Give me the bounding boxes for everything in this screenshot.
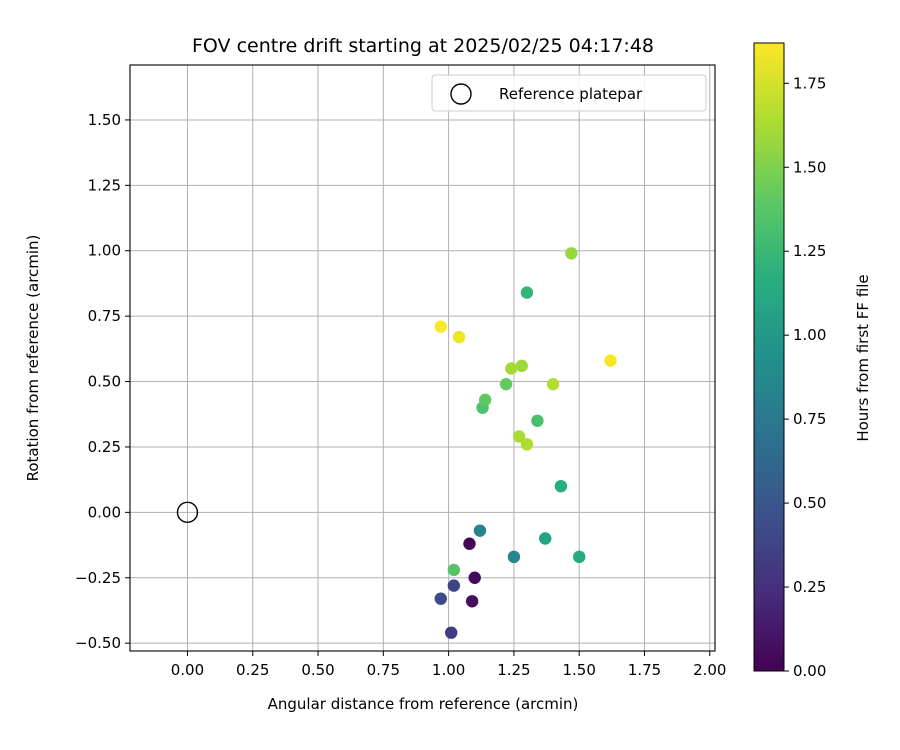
data-point (463, 537, 476, 550)
data-point (512, 430, 526, 443)
legend: Reference platepar (431, 74, 707, 112)
data-point (546, 377, 560, 391)
y-tick-label: −0.25 (75, 569, 121, 587)
legend-marker-icon (450, 83, 472, 105)
data-point (445, 626, 458, 639)
x-axis-label: Angular distance from reference (arcmin) (268, 695, 579, 713)
x-tick-label: 0.00 (171, 661, 204, 679)
y-axis-label: Rotation from reference (arcmin) (24, 235, 42, 482)
y-tick-label: 0.75 (88, 307, 121, 325)
data-point (452, 330, 466, 344)
reference-platepar-marker (176, 501, 199, 524)
colorbar-ticks: 0.00 0.25 0.50 0.75 1.00 1.25 1.50 1.75 (784, 74, 826, 680)
data-point (539, 532, 552, 545)
colorbar-tick-label: 0.00 (793, 662, 826, 680)
data-point (515, 359, 528, 373)
data-point (505, 362, 518, 375)
chart-title: FOV centre drift starting at 2025/02/25 … (192, 35, 654, 57)
y-tick-label: −0.50 (75, 634, 121, 652)
colorbar-tick-label: 1.50 (793, 158, 826, 176)
data-point (520, 438, 534, 451)
plot-frame (129, 64, 716, 652)
y-tick-label: 0.00 (88, 503, 121, 521)
data-point (473, 524, 487, 537)
data-point (478, 393, 492, 407)
colorbar-tick-label: 1.25 (793, 242, 826, 260)
x-tick-label: 0.50 (301, 661, 334, 679)
data-point (434, 592, 447, 605)
colorbar-label: Hours from first FF file (854, 274, 872, 441)
colorbar-tick-label: 0.25 (793, 578, 826, 596)
data-point (447, 563, 461, 577)
data-point (565, 247, 578, 260)
data-point (447, 579, 461, 592)
data-points (434, 247, 617, 639)
colorbar-tick-label: 0.75 (793, 410, 826, 428)
data-point (499, 377, 513, 391)
data-point (434, 320, 447, 333)
x-tick-label: 1.25 (497, 661, 530, 679)
data-point (465, 595, 479, 608)
x-tick-label: 0.75 (367, 661, 400, 679)
x-tick-label: 2.00 (693, 661, 726, 679)
y-axis-ticks: −0.50 −0.25 0.00 0.25 0.50 0.75 1.00 1.25 1.50 (75, 111, 130, 652)
data-point (572, 550, 586, 564)
data-point (507, 550, 521, 564)
data-point (604, 354, 617, 367)
data-point (468, 571, 481, 584)
y-tick-label: 0.25 (88, 438, 121, 456)
data-point (520, 286, 534, 299)
legend-box (431, 74, 707, 112)
y-tick-label: 1.25 (88, 176, 121, 194)
x-tick-label: 1.00 (432, 661, 465, 679)
colorbar-tick-label: 1.00 (793, 326, 826, 344)
x-axis-ticks: 0.00 0.25 0.50 0.75 1.00 1.25 1.50 1.75 2.00 (171, 651, 726, 679)
y-tick-label: 1.00 (88, 242, 121, 260)
legend-label: Reference platepar (499, 85, 643, 103)
data-point (554, 479, 568, 493)
y-tick-label: 1.50 (88, 111, 121, 129)
y-tick-label: 0.50 (88, 373, 121, 391)
x-tick-label: 0.25 (236, 661, 269, 679)
colorbar (753, 42, 785, 672)
colorbar-tick-label: 1.75 (793, 74, 826, 92)
colorbar-tick-label: 0.50 (793, 494, 826, 512)
x-tick-label: 1.75 (628, 661, 661, 679)
x-tick-label: 1.50 (562, 661, 595, 679)
grid-lines (130, 65, 715, 651)
data-point (531, 414, 544, 427)
